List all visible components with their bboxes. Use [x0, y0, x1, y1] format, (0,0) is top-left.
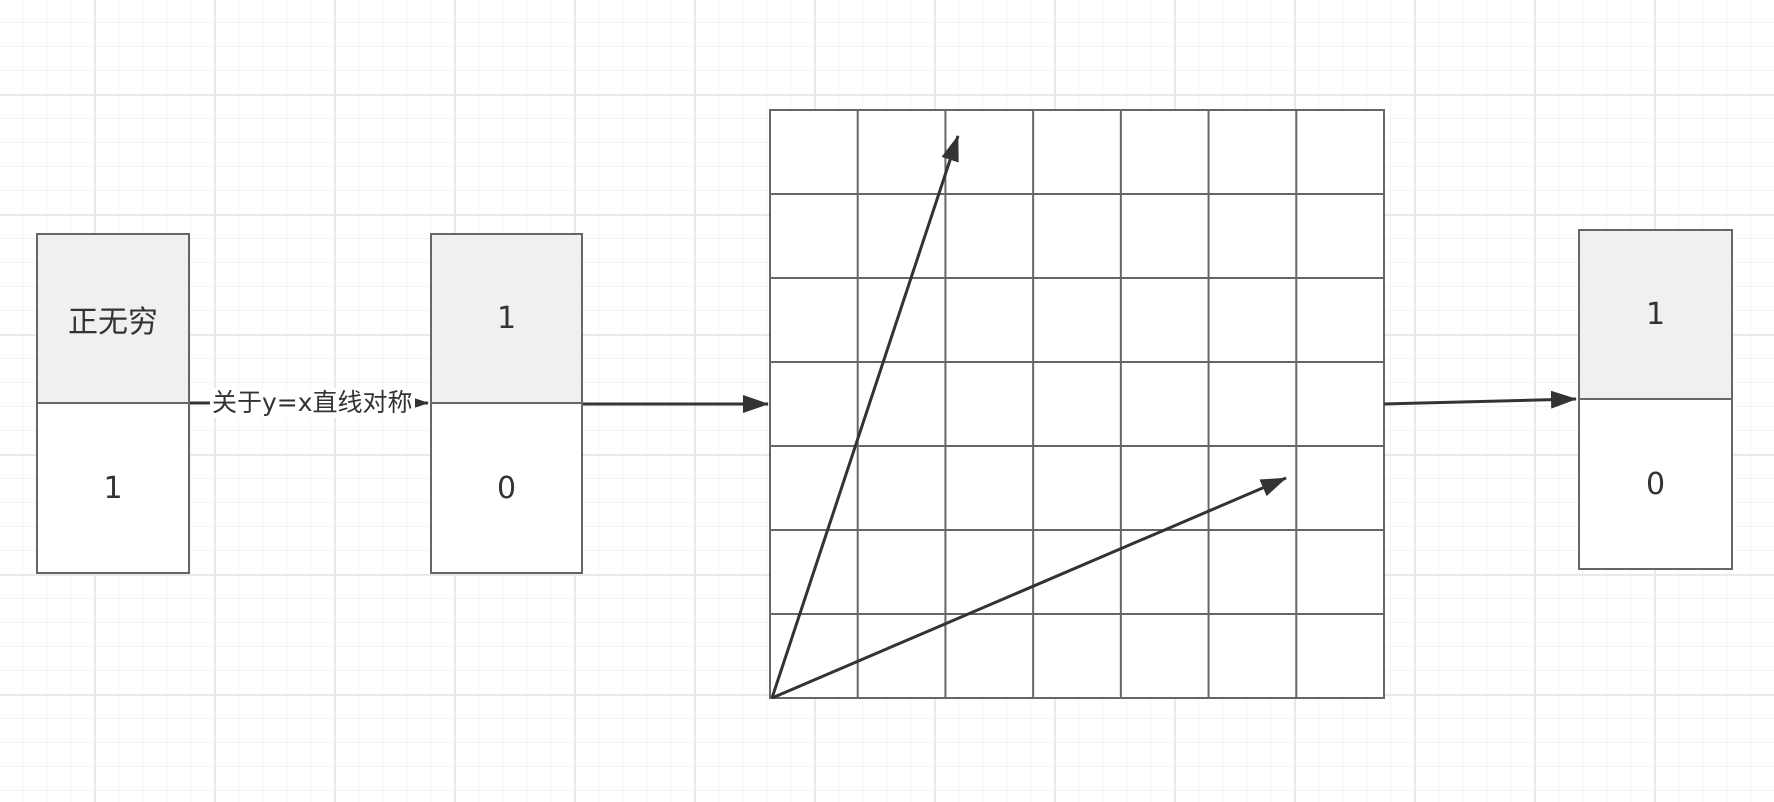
- source-bottom-label: 1: [103, 470, 123, 506]
- coordinate-grid: [769, 109, 1385, 699]
- source-bottom-cell: 1: [36, 402, 190, 574]
- mid-bottom-label: 0: [496, 470, 517, 506]
- to-result-arrow: [1383, 390, 1577, 409]
- result-bottom-cell: 0: [1578, 398, 1733, 570]
- grid-frame: [769, 109, 1385, 699]
- shallow-vector-arrow: [771, 476, 1287, 700]
- result-top-label: 1: [1645, 297, 1666, 332]
- steep-vector-arrow: [770, 135, 960, 699]
- result-top-cell: 1: [1578, 229, 1733, 400]
- mid-bottom-cell: 0: [430, 402, 583, 574]
- symmetry-edge-label: 关于y=x直线对称: [210, 388, 415, 418]
- source-top-label: 正无穷: [68, 304, 158, 340]
- mid-top-cell: 1: [430, 233, 583, 404]
- result-bottom-label: 0: [1645, 466, 1666, 502]
- source-top-cell: 正无穷: [36, 233, 190, 404]
- mid-top-label: 1: [496, 301, 517, 336]
